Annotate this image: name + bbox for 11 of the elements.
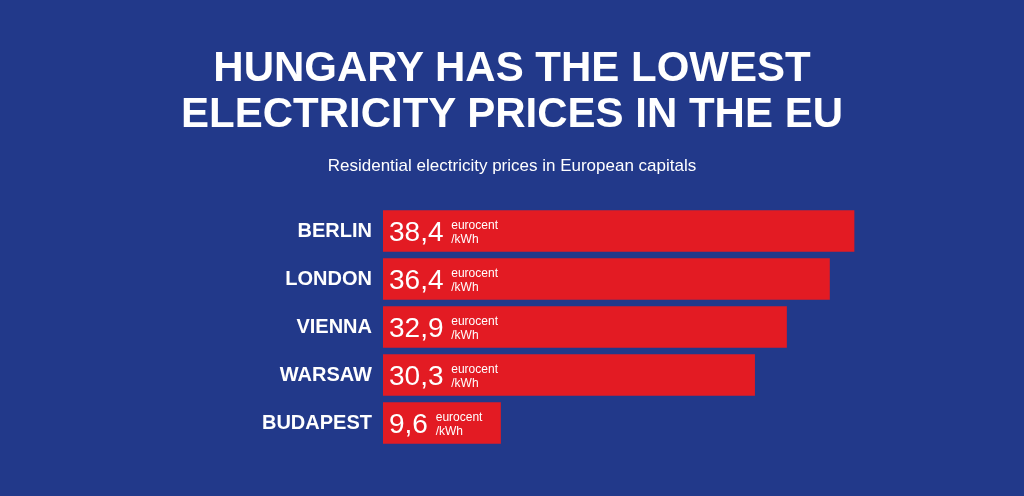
y-tick-label: BUDAPEST — [261, 410, 372, 433]
chart-title: HUNGARY HAS THE LOWEST ELECTRICITY PRICES IN THE EU — [180, 43, 844, 136]
bar — [383, 210, 855, 252]
y-tick-label: BERLIN — [297, 218, 372, 241]
y-tick-label: LONDON — [285, 266, 372, 289]
chart-subtitle: Residential electricity prices in European capitals — [326, 156, 698, 176]
y-tick-label: WARSAW — [279, 362, 373, 385]
bar — [383, 258, 830, 300]
bar — [383, 354, 755, 396]
bar — [383, 306, 787, 348]
y-tick-label: VIENNA — [296, 314, 372, 337]
